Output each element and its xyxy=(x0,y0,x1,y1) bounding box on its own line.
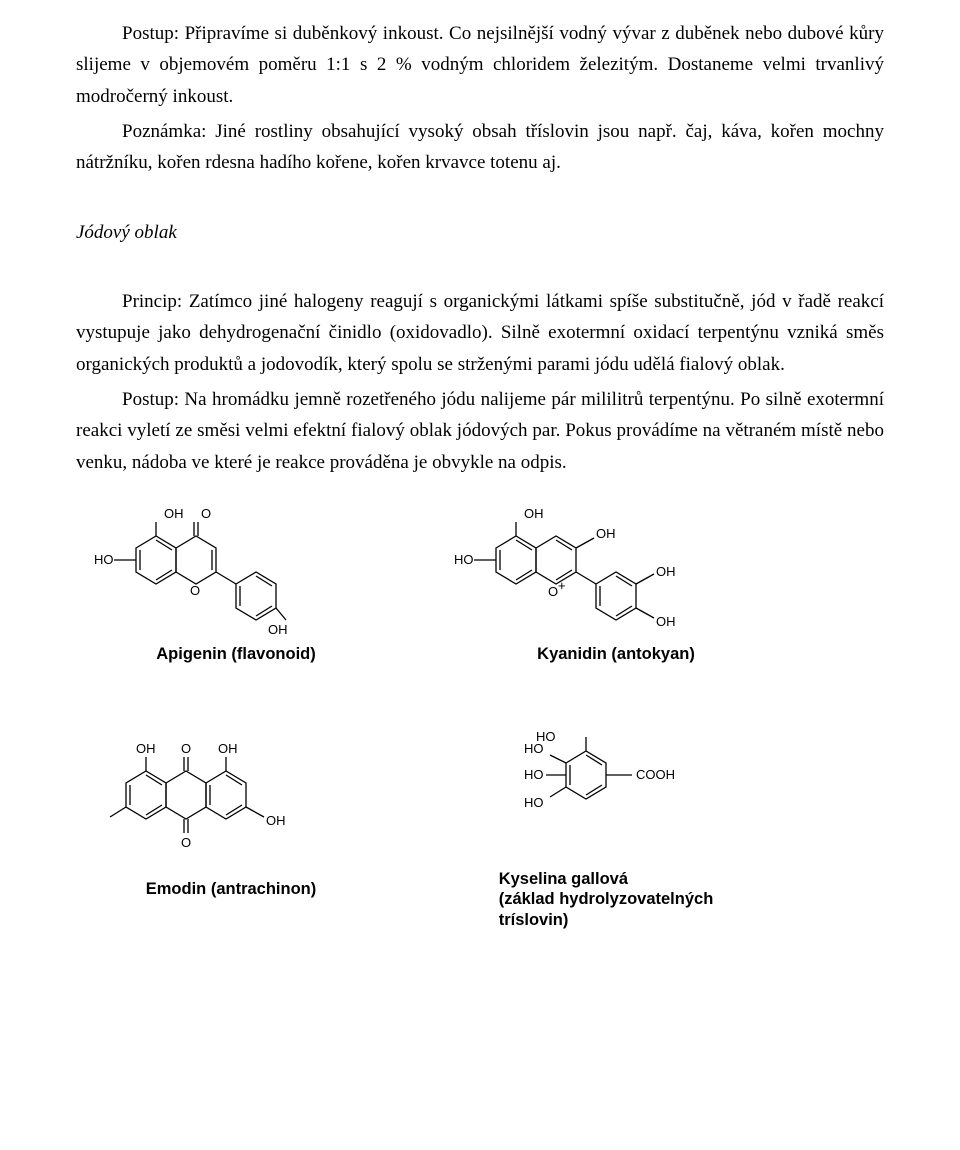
page: Postup: Připravíme si duběnkový inkoust.… xyxy=(0,0,960,1150)
paragraph-poznamka: Poznámka: Jiné rostliny obsahující vysok… xyxy=(76,116,884,179)
label-oh: OH xyxy=(656,564,676,579)
label-cooh: COOH xyxy=(636,767,675,782)
label-plus: + xyxy=(558,578,566,593)
label-o: O xyxy=(201,506,211,521)
label-oh: OH xyxy=(266,813,286,828)
structures-area: OH O HO O OH Apigenin (flavonoid) xyxy=(76,488,884,931)
emodin-svg: OH O OH OH O xyxy=(86,713,376,873)
gallic-svg: HO HO HO HO COOH xyxy=(476,713,736,863)
label-o: O xyxy=(181,835,191,850)
label-oh: OH xyxy=(218,741,238,756)
caption-kyanidin: Kyanidin (antokyan) xyxy=(537,644,695,665)
label-o: O xyxy=(548,584,558,599)
paragraph-princip: Princip: Zatímco jiné halogeny reagují s… xyxy=(76,286,884,380)
label-oh: OH xyxy=(136,741,156,756)
structures-row-1: OH O HO O OH Apigenin (flavonoid) xyxy=(76,488,884,665)
caption-apigenin: Apigenin (flavonoid) xyxy=(156,644,315,665)
label-ho: HO xyxy=(524,767,544,782)
label-ho: HO xyxy=(524,795,544,810)
label-oh: OH xyxy=(524,506,544,521)
label-oh: OH xyxy=(656,614,676,629)
paragraph-postup-1: Postup: Připravíme si duběnkový inkoust.… xyxy=(76,18,884,112)
label-o: O xyxy=(190,583,200,598)
label-ho: HO xyxy=(454,552,474,567)
apigenin-svg: OH O HO O OH xyxy=(86,488,386,638)
paragraph-postup-2: Postup: Na hromádku jemně rozetřeného jó… xyxy=(76,384,884,478)
caption-gallic: Kyselina gallová (základ hydrolyzovateln… xyxy=(499,869,714,931)
label-ho: HO xyxy=(94,552,114,567)
caption-emodin: Emodin (antrachinon) xyxy=(146,879,317,900)
kyanidin-svg: OH OH HO O + OH OH xyxy=(446,488,786,638)
structures-row-2: OH O OH OH O Emodin (antrachinon) xyxy=(76,713,884,931)
structure-kyanidin: OH OH HO O + OH OH Kyanidin (antokyan) xyxy=(446,488,786,665)
structure-apigenin: OH O HO O OH Apigenin (flavonoid) xyxy=(86,488,386,665)
section-title: Jódový oblak xyxy=(76,217,884,248)
label-oh: OH xyxy=(596,526,616,541)
structure-gallic: HO HO HO HO COOH Kyselina gallová (zákla… xyxy=(476,713,736,931)
label-ho: HO xyxy=(524,741,544,756)
label-o: O xyxy=(181,741,191,756)
label-oh: OH xyxy=(268,622,288,637)
structure-emodin: OH O OH OH O Emodin (antrachinon) xyxy=(86,713,376,931)
label-oh: OH xyxy=(164,506,184,521)
